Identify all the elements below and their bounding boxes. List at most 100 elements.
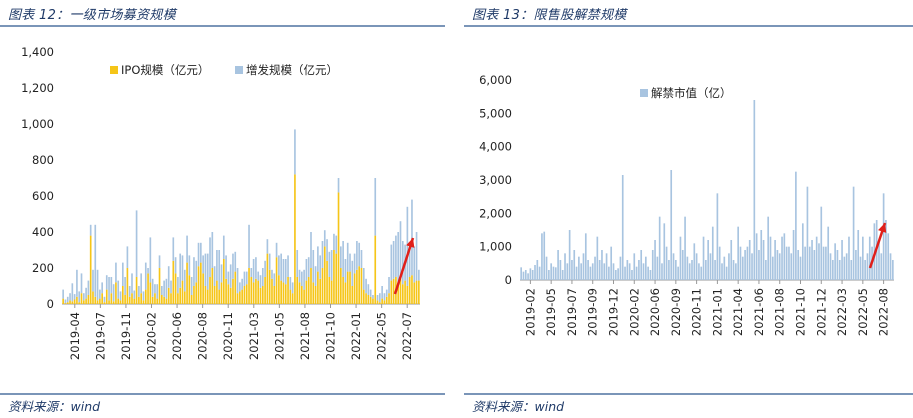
left-bar-series-1 [94,296,97,304]
left-bar-series-2 [266,239,269,254]
left-bar-series-2 [289,277,292,290]
left-bar-series-2 [124,277,126,295]
left-x-tick-label: 2021-10 [324,312,338,360]
left-bar-series-2 [411,199,413,276]
left-bar-series-1 [317,271,319,304]
left-bar-series-1 [135,277,138,304]
right-bar-series-1 [633,253,636,280]
left-bar-series-1 [346,271,349,304]
right-y-tick-label: 3,000 [479,173,512,187]
left-bar-series-1 [69,300,71,304]
right-x-tick-label: 2021-06 [752,288,766,336]
left-bar-series-1 [344,282,347,304]
left-bar-series-2 [82,293,85,301]
right-y-tick-label: 2,000 [479,206,512,220]
left-bar-series-2 [291,282,294,294]
right-bar-series-1 [584,233,587,280]
left-bar-series-1 [326,260,328,304]
right-bar-series-1 [822,246,825,280]
left-bar-series-1 [385,296,388,304]
left-bar-series-2 [330,250,333,281]
left-bar-series-2 [360,250,363,268]
left-bar-series-2 [62,289,64,299]
left-bar-series-1 [96,300,99,304]
left-bar-series-2 [142,291,145,301]
right-bar-series-1 [679,236,682,280]
right-bar-series-1 [859,256,862,280]
left-x-tick-label: 2019-11 [119,312,133,360]
left-bar-series-2 [181,255,184,281]
right-bar-series-1 [603,263,606,280]
left-bar-series-2 [296,250,299,277]
left-bar-series-1 [236,293,239,304]
left-bar-series-2 [138,286,140,297]
left-bar-series-1 [121,286,124,304]
left-x-tick-label: 2022-05 [375,312,389,360]
left-bar-series-2 [69,293,71,301]
right-bar-series-1 [596,236,599,280]
right-bar-series-1 [658,216,661,280]
right-bar-series-1 [672,253,675,280]
left-bar-series-2 [209,237,211,277]
left-bar-series-2 [115,262,117,283]
left-bar-series-2 [273,273,276,286]
left-bar-series-2 [197,242,200,267]
left-bar-series-1 [138,296,140,304]
left-bar-series-1 [140,293,142,304]
right-y-tick-label: 5,000 [479,106,512,120]
left-bar-series-1 [268,269,271,304]
right-bar-series-1 [675,260,677,280]
left-bar-series-2 [268,253,271,270]
right-bar-series-1 [668,260,670,280]
left-bar-series-1 [64,303,67,304]
right-bar-series-1 [788,246,790,280]
left-bar-series-1 [310,268,312,304]
right-y-tick-label: 0 [505,273,512,287]
right-bar-series-1 [550,263,552,280]
left-bar-series-1 [188,275,191,304]
right-bar-series-1 [783,233,786,280]
right-x-tick-label: 2019-07 [565,288,579,336]
right-bar-series-1 [836,250,839,280]
left-bar-series-1 [252,282,255,304]
right-bar-series-1 [601,250,603,280]
left-bar-series-1 [397,282,400,304]
left-bar-series-1 [266,253,269,304]
left-bar-series-1 [80,293,83,304]
left-chart-panel: 图表 12：一级市场募资规模 0 200 400 600 800 1,000 1,200 1,… [0,0,445,418]
left-bar-series-2 [255,257,257,279]
left-bar-series-1 [158,268,161,304]
left-bar-series-2 [335,235,338,254]
left-bar-series-1 [300,286,303,304]
left-bar-series-2 [133,290,136,299]
left-bar-series-1 [87,295,90,304]
left-y-tick-label: 400 [32,225,54,239]
left-bar-series-2 [239,282,241,292]
left-bar-series-1 [367,295,370,304]
right-bar-series-1 [644,256,647,280]
left-bar-series-1 [284,284,287,304]
left-bar-series-1 [112,301,115,304]
left-bar-series-2 [298,269,301,283]
left-bar-series-1 [200,262,202,304]
left-bar-series-2 [232,253,234,279]
right-bar-series-1 [564,253,566,280]
right-bar-series-1 [739,246,742,280]
right-bar-series-1 [758,250,760,280]
right-bar-series-1 [753,100,756,280]
left-bar-series-2 [105,275,108,290]
left-bar-series-1 [342,277,344,304]
left-bar-series-2 [177,277,179,294]
left-x-tick-label: 2019-07 [93,312,107,360]
left-bar-series-1 [131,293,133,304]
left-bar-series-2 [87,280,90,295]
right-bar-series-1 [862,236,864,280]
left-y-tick-label: 200 [32,261,54,275]
right-chart: 0 1,000 2,000 3,000 4,000 5,000 6,000 2019-02 20… [479,73,894,336]
left-bar-series-2 [257,271,260,281]
left-bar-series-2 [151,278,154,297]
right-bar-series-1 [624,266,626,280]
left-bar-series-1 [149,282,152,304]
left-x-tick-label: 2020-11 [221,312,235,360]
right-trend-arrow-head [878,223,887,233]
